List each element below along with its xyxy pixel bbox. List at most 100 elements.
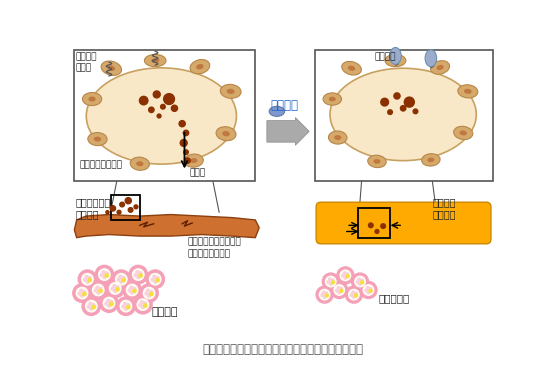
Text: 図１「むくみ」が「たるみ」につながるメカニズム: 図１「むくみ」が「たるみ」につながるメカニズム (202, 343, 363, 356)
Text: 脂肪蓄積: 脂肪蓄積 (152, 307, 178, 317)
Circle shape (122, 305, 125, 308)
Ellipse shape (227, 89, 234, 94)
Circle shape (334, 285, 345, 295)
Ellipse shape (427, 158, 434, 162)
Text: 機能低下した
リンパ管: 機能低下した リンパ管 (76, 197, 111, 219)
Ellipse shape (144, 54, 166, 67)
Ellipse shape (329, 97, 336, 102)
Circle shape (110, 206, 116, 211)
Circle shape (140, 301, 143, 303)
Circle shape (120, 202, 124, 207)
Circle shape (133, 269, 144, 280)
FancyBboxPatch shape (316, 202, 491, 244)
Ellipse shape (107, 65, 115, 71)
Circle shape (116, 288, 119, 291)
Circle shape (84, 278, 86, 281)
Circle shape (331, 282, 348, 298)
Circle shape (134, 205, 138, 209)
Circle shape (133, 287, 135, 290)
Ellipse shape (190, 158, 197, 163)
Circle shape (98, 269, 110, 280)
Ellipse shape (368, 155, 386, 168)
Circle shape (92, 305, 95, 309)
Circle shape (103, 276, 106, 279)
Circle shape (140, 284, 158, 302)
Circle shape (122, 279, 126, 282)
Circle shape (332, 279, 334, 282)
Circle shape (346, 286, 362, 303)
Circle shape (83, 291, 86, 293)
Circle shape (342, 275, 345, 277)
Polygon shape (74, 215, 259, 238)
Circle shape (92, 303, 95, 306)
Circle shape (149, 273, 161, 285)
Circle shape (85, 275, 88, 278)
Circle shape (150, 293, 153, 296)
Circle shape (128, 208, 133, 212)
Circle shape (388, 110, 393, 114)
Circle shape (108, 304, 111, 307)
Ellipse shape (222, 131, 230, 137)
Circle shape (144, 304, 147, 307)
Circle shape (361, 281, 364, 284)
Ellipse shape (342, 61, 361, 75)
Ellipse shape (88, 133, 107, 145)
Circle shape (117, 297, 135, 315)
Circle shape (82, 273, 93, 285)
Circle shape (105, 302, 108, 305)
Circle shape (344, 277, 347, 279)
Bar (358, 209, 390, 238)
Ellipse shape (220, 84, 241, 98)
Circle shape (321, 294, 324, 296)
Circle shape (381, 224, 385, 228)
Circle shape (137, 276, 140, 279)
Ellipse shape (460, 130, 467, 135)
Bar (74, 50, 255, 181)
Circle shape (90, 307, 93, 310)
Circle shape (368, 223, 373, 228)
Circle shape (112, 270, 131, 289)
Circle shape (346, 275, 349, 278)
Ellipse shape (392, 58, 399, 63)
Circle shape (73, 284, 91, 302)
Circle shape (119, 275, 122, 278)
Circle shape (358, 278, 361, 280)
Circle shape (340, 270, 351, 280)
Circle shape (102, 271, 105, 273)
Circle shape (156, 277, 159, 279)
Circle shape (327, 281, 330, 283)
Ellipse shape (390, 47, 401, 65)
Circle shape (127, 305, 130, 309)
Circle shape (325, 294, 328, 297)
Circle shape (120, 300, 132, 312)
Circle shape (110, 300, 113, 303)
Circle shape (359, 283, 361, 285)
Text: アペリン: アペリン (270, 99, 298, 112)
Bar (315, 50, 493, 181)
Circle shape (353, 296, 355, 298)
Circle shape (171, 105, 178, 111)
Circle shape (152, 278, 154, 281)
Circle shape (142, 306, 144, 308)
Circle shape (99, 287, 102, 290)
Circle shape (127, 284, 138, 296)
Circle shape (122, 277, 125, 279)
Circle shape (139, 274, 142, 277)
Circle shape (81, 294, 84, 297)
Circle shape (319, 289, 330, 300)
Text: リンパ管
の安定化: リンパ管 の安定化 (432, 197, 456, 219)
Circle shape (184, 150, 189, 154)
Circle shape (139, 304, 142, 307)
Circle shape (343, 272, 346, 274)
Circle shape (130, 286, 133, 289)
Circle shape (92, 284, 104, 296)
Circle shape (117, 278, 120, 281)
Text: 脂肪酸: 脂肪酸 (189, 168, 205, 177)
Circle shape (131, 291, 133, 294)
Circle shape (97, 291, 100, 294)
Circle shape (129, 265, 148, 284)
Ellipse shape (130, 157, 149, 170)
Circle shape (106, 211, 109, 214)
Circle shape (394, 93, 400, 99)
Circle shape (179, 121, 185, 127)
